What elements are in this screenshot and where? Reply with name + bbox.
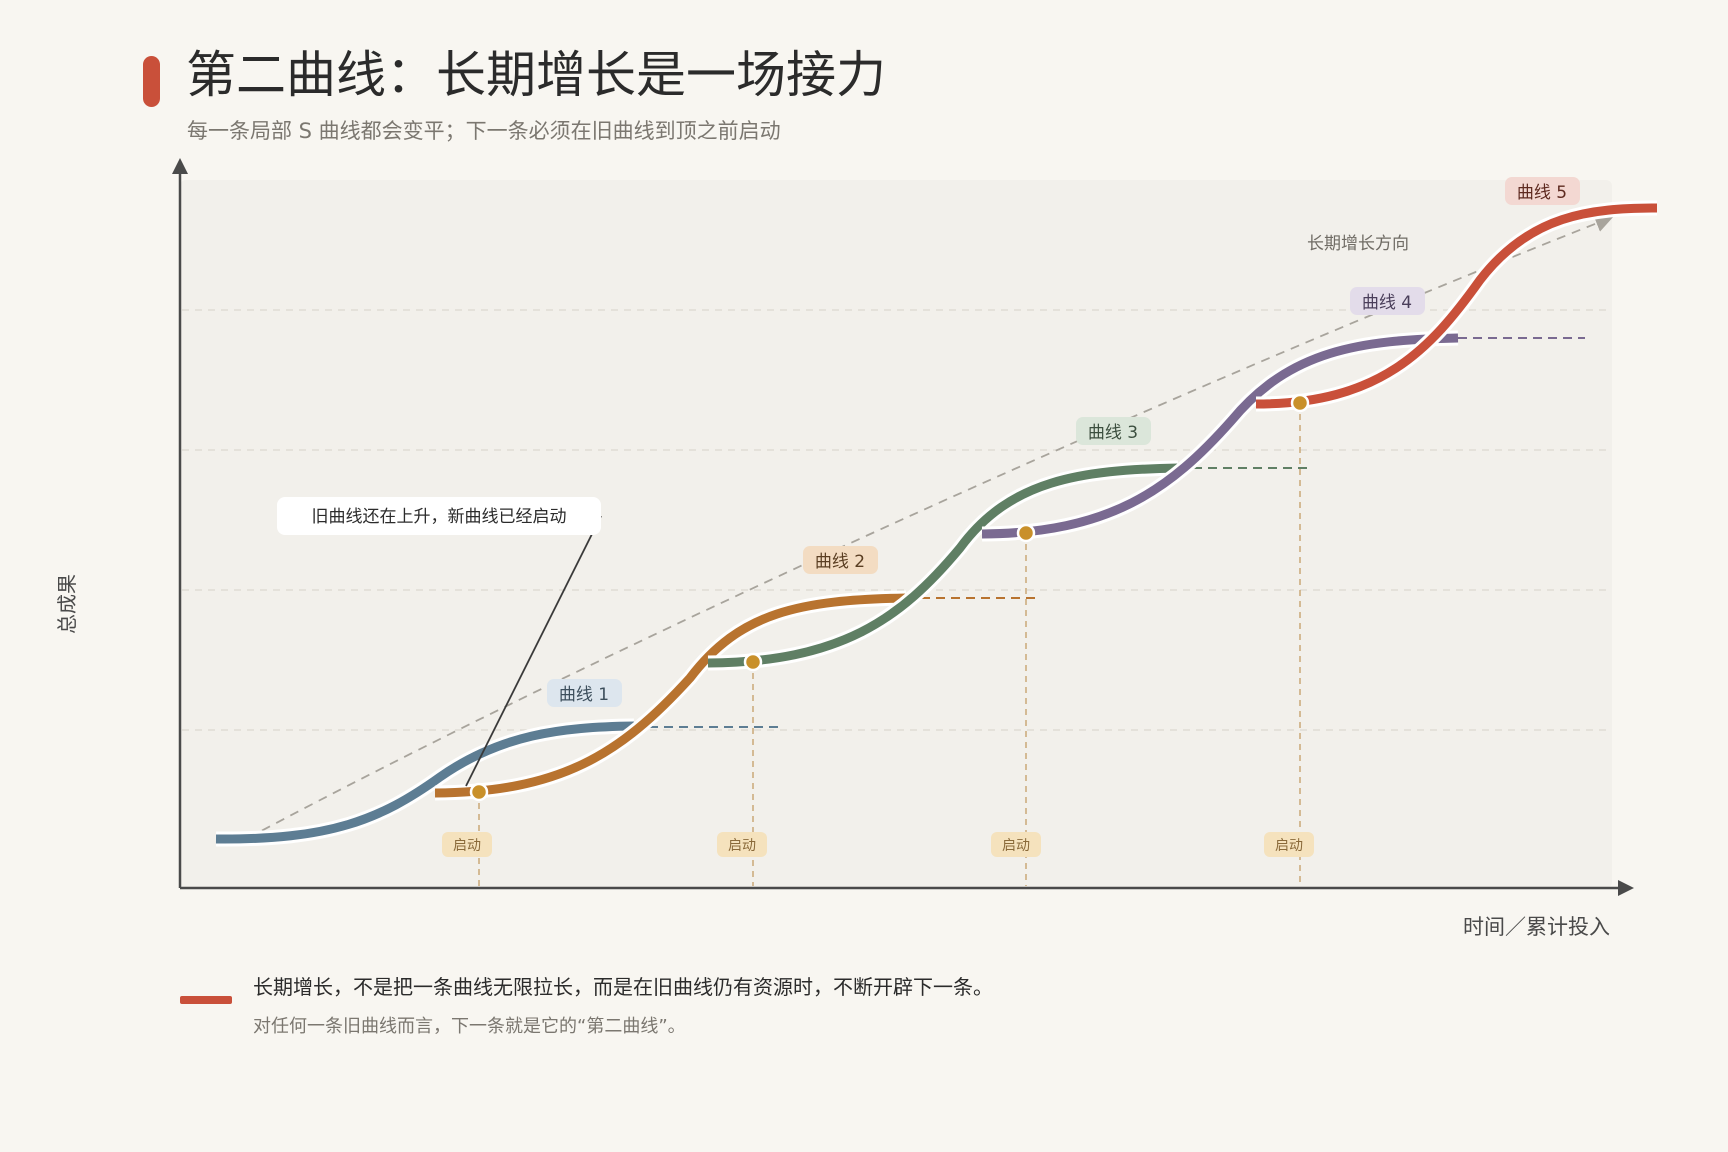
x-axis-arrow: [1618, 880, 1634, 896]
curve-badge-1: [547, 679, 622, 707]
s-curve-3: [707, 463, 1179, 668]
start-badge-label: 启动: [1275, 838, 1303, 854]
footer-line-1: 长期增长，不是把一条曲线无限拉长，而是在旧曲线仍有资源时，不断开辟下一条。: [253, 975, 993, 999]
curve-badges: 曲线 1 曲线 2 曲线 3 曲线 4 曲线 5: [547, 177, 1580, 707]
start-badges: 启动 启动 启动 启动: [442, 832, 1314, 857]
curve-badge-4-label: 曲线 4: [1362, 293, 1412, 313]
plateau-lines: [634, 337, 1585, 728]
start-badge: [991, 832, 1041, 857]
page-subtitle: 每一条局部 S 曲线都会变平；下一条必须在旧曲线到顶之前启动: [187, 119, 781, 143]
curve-badge-1-label: 曲线 1: [559, 685, 609, 705]
curve-badge-2-label: 曲线 2: [815, 552, 865, 572]
callout-box: [277, 497, 601, 535]
trend-label: 长期增长方向: [1307, 234, 1409, 254]
curve-badge-5: [1505, 177, 1580, 205]
curve-badge-3: [1076, 417, 1151, 445]
start-dot: [743, 652, 763, 672]
start-badge: [1264, 832, 1314, 857]
title-accent-bar: [143, 56, 160, 107]
callout-text: 旧曲线还在上升，新曲线已经启动: [312, 507, 567, 527]
y-axis-label: 总成果: [55, 574, 79, 634]
start-badge-label: 启动: [453, 838, 481, 854]
s-curve-2: [434, 593, 907, 798]
plot-area: [180, 180, 1612, 888]
start-dots: [469, 393, 1310, 802]
s-curve-4: [981, 333, 1459, 539]
s-curve-5: [1255, 203, 1658, 409]
curve-badge-2: [803, 546, 878, 574]
curve-badge-4: [1350, 287, 1425, 315]
page-title: 第二曲线：长期增长是一场接力: [186, 46, 886, 104]
footer-legend-swatch: [180, 996, 232, 1004]
callout-pointer: [465, 515, 602, 787]
start-dot: [1290, 393, 1310, 413]
curve-badge-5-label: 曲线 5: [1517, 183, 1567, 203]
start-dot: [469, 782, 489, 802]
curve-badge-3-label: 曲线 3: [1088, 423, 1138, 443]
start-badge: [442, 832, 492, 857]
x-axis-label: 时间／累计投入: [1463, 915, 1610, 939]
start-badge-label: 启动: [728, 838, 756, 854]
start-badge: [717, 832, 767, 857]
start-dot: [1016, 523, 1036, 543]
footer-line-2: 对任何一条旧曲线而言，下一条就是它的“第二曲线”。: [253, 1016, 686, 1037]
start-badge-label: 启动: [1002, 838, 1030, 854]
s-curves: [215, 200, 1658, 847]
s-curve-1: [215, 721, 635, 844]
y-axis-arrow: [172, 158, 188, 174]
